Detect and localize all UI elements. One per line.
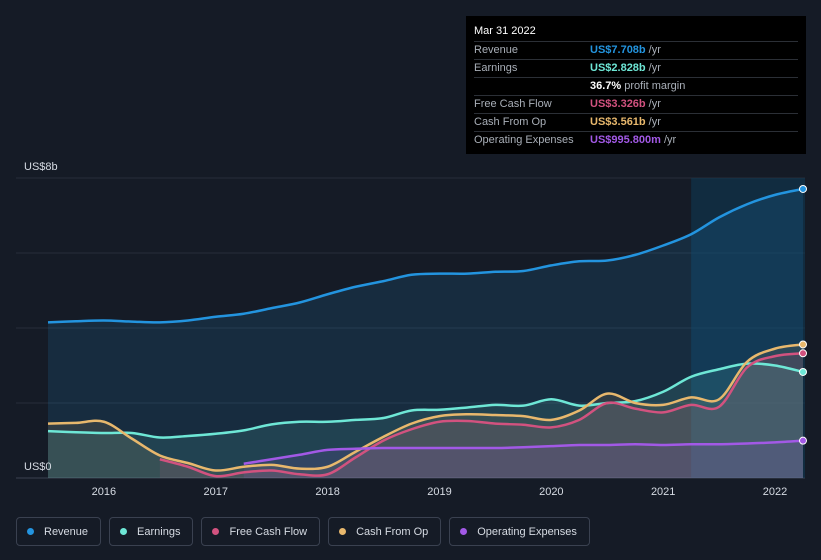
series-end-dot [799,184,807,193]
x-tick-label: 2016 [92,486,116,498]
tooltip-row-label: Free Cash Flow [474,98,552,110]
tooltip-row-unit: /yr [663,134,677,146]
series-end-dot [799,436,807,445]
tooltip-row: 36.7% profit margin [474,78,798,96]
series-end-dots [799,184,807,445]
legend-item-revenue[interactable]: Revenue [16,517,102,546]
tooltip-date: Mar 31 2022 [474,23,798,42]
series-line-cash-from-op [47,343,804,472]
legend-label: Revenue [44,525,89,538]
tooltip-row-label [474,78,590,95]
series-line-revenue [47,187,804,324]
tooltip-row-value: US$7.708b [590,44,646,56]
series-line-earnings [47,362,804,439]
y-axis-top-label: US$8b [24,161,58,173]
tooltip-panel: Mar 31 2022 Revenue US$7.708b/yr Earnings U… [466,16,806,154]
tooltip-row-label: Revenue [474,44,519,56]
tooltip-row: Earnings US$2.828b/yr [474,60,798,78]
series-lines [47,187,804,478]
series-area [159,353,803,478]
legend-dot-icon [120,528,128,535]
legend-dot-icon [212,528,220,535]
x-tick-label: 2017 [204,486,228,498]
tooltip-row-unit: /yr [648,98,661,110]
x-tick-label: 2021 [651,486,675,498]
legend-item-cash-from-op[interactable]: Cash From Op [328,517,442,546]
series-end-dot [799,340,807,349]
series-end-dot [799,349,807,358]
tooltip-row-value: US$3.326b [590,98,646,110]
series-line-free-cash-flow [159,352,804,478]
y-axis-bottom-label: US$0 [24,461,52,473]
forecast-highlight [691,178,805,478]
legend-dot-icon [27,528,34,535]
legend-item-free-cash-flow[interactable]: Free Cash Flow [201,517,321,546]
legend-label: Earnings [137,525,181,538]
tooltip-row-label: Cash From Op [474,116,547,128]
x-tick-label: 2020 [539,486,563,498]
tooltip-row-value: 36.7% [590,80,622,92]
tooltip-row-unit: /yr [648,116,661,128]
x-tick-label: 2018 [315,486,339,498]
series-area [48,188,803,478]
legend-dot-icon [339,528,347,535]
tooltip-row: Free Cash Flow US$3.326b/yr [474,96,798,114]
legend-item-operating-expenses[interactable]: Operating Expenses [449,517,590,546]
series-area [243,440,804,478]
series-area [48,363,803,478]
x-axis-ticks: 2016 2017 2018 2019 2020 2021 2022 [92,486,788,498]
x-tick-label: 2019 [427,486,451,498]
legend-dot-icon [460,528,468,535]
tooltip-row-value: US$995.800m [590,134,661,146]
legend-item-earnings[interactable]: Earnings [109,517,194,546]
tooltip-row-label: Earnings [474,62,518,74]
x-tick-label: 2022 [763,486,787,498]
tooltip-row-unit: /yr [648,62,661,74]
series-line-operating-expenses [243,439,804,465]
tooltip-row-unit: profit margin [624,80,686,92]
tooltip-row-value: US$3.561b [590,116,646,128]
tooltip-row: Operating Expenses US$995.800m/yr [474,132,798,149]
legend-label: Operating Expenses [477,525,577,538]
tooltip-row-label: Operating Expenses [474,134,574,146]
tooltip-row-value: US$2.828b [590,62,646,74]
legend-label: Cash From Op [356,525,429,538]
series-areas [48,188,804,478]
legend-label: Free Cash Flow [229,525,308,538]
tooltip-row: Cash From Op US$3.561b/yr [474,114,798,132]
tooltip-row: Revenue US$7.708b/yr [474,42,798,60]
series-end-dot [799,367,807,376]
legend: Revenue Earnings Free Cash Flow Cash From O… [16,517,590,546]
tooltip-row-unit: /yr [648,44,661,56]
